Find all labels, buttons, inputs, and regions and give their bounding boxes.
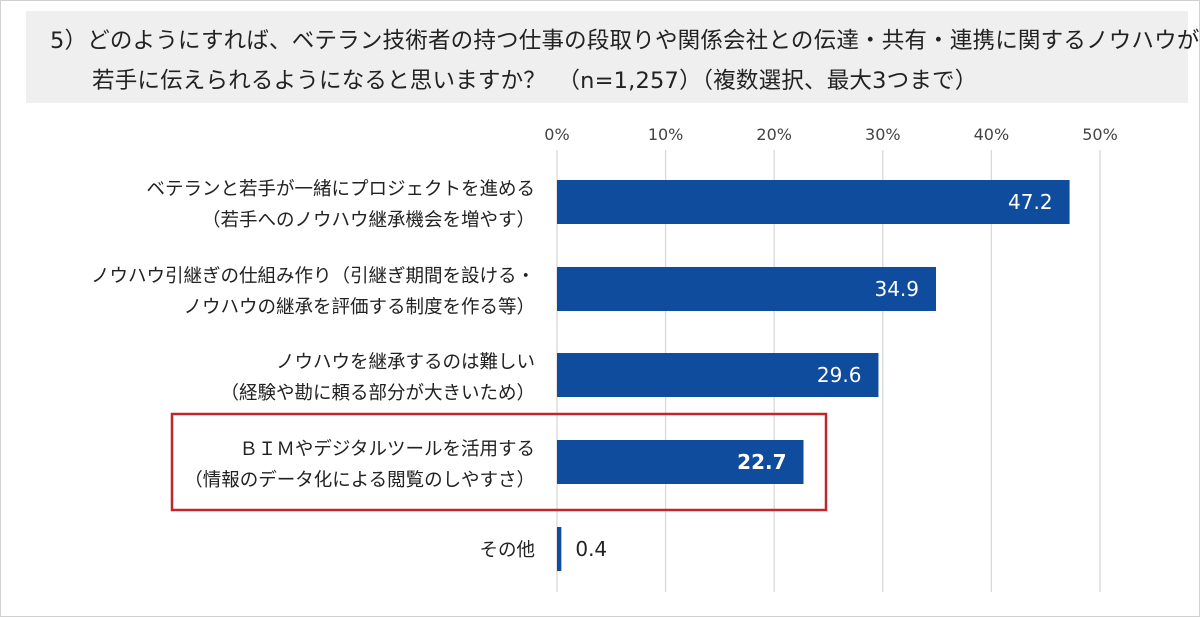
category-label: （経験や勘に頼る部分が大きいため） xyxy=(220,383,535,404)
category-label: ノウハウ引継ぎの仕組み作り（引継ぎ期間を設ける・ xyxy=(91,266,535,287)
category-label: ノウハウを継承するのは難しい xyxy=(276,352,535,373)
bar xyxy=(557,180,1070,224)
category-label: その他 xyxy=(479,540,535,561)
highlight-box xyxy=(170,412,828,512)
x-tick-label: 20% xyxy=(756,125,792,144)
bar xyxy=(557,440,804,484)
x-tick-label: 30% xyxy=(865,125,901,144)
data-label: 34.9 xyxy=(874,277,919,301)
category-label: ＢＩＭやデジタルツールを活用する xyxy=(239,439,535,460)
data-label: 0.4 xyxy=(575,537,607,561)
category-label: （若手へのノウハウ継承機会を増やす） xyxy=(202,210,535,231)
bar xyxy=(557,353,879,397)
category-label: ベテランと若手が一緒にプロジェクトを進める xyxy=(146,179,535,200)
data-label: 22.7 xyxy=(737,450,786,474)
category-label: （情報のデータ化による閲覧のしやすさ） xyxy=(184,470,535,491)
question-line-2: 若手に伝えられるようになると思いますか？ （n=1,257）（複数選択、最大3つ… xyxy=(92,68,978,94)
question-line-1: 5）どのようにすれば、ベテラン技術者の持つ仕事の段取りや関係会社との伝達・共有・… xyxy=(50,28,1200,54)
x-tick-label: 10% xyxy=(648,125,684,144)
data-label: 29.6 xyxy=(817,363,862,387)
x-tick-label: 0% xyxy=(544,125,569,144)
bar xyxy=(557,527,562,571)
x-tick-label: 40% xyxy=(974,125,1010,144)
x-tick-label: 50% xyxy=(1082,125,1118,144)
category-label: ノウハウの継承を評価する制度を作る等） xyxy=(183,297,535,318)
bar xyxy=(557,267,937,311)
question-box: 5）どのようにすれば、ベテラン技術者の持つ仕事の段取りや関係会社との伝達・共有・… xyxy=(26,11,1199,103)
data-label: 47.2 xyxy=(1008,190,1053,214)
